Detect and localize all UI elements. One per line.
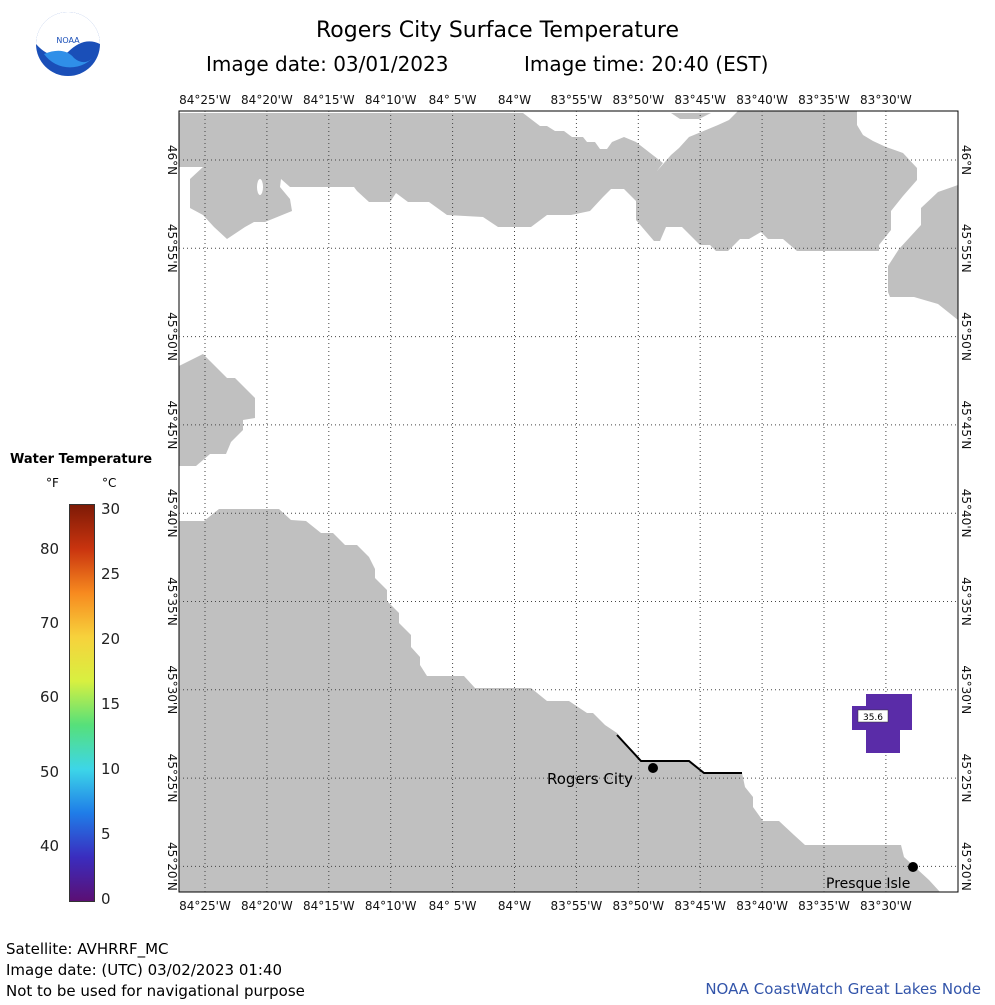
celsius-tick-label: 25 (101, 565, 121, 583)
rogers-city-marker (648, 763, 658, 773)
land-north-shore (179, 111, 917, 251)
latitude-labels-right: 46°N 45°55'N 45°50'N 45°45'N 45°40'N 45°35'N 4… (959, 145, 973, 891)
map-frame (178, 110, 959, 893)
latitude-label: 45°35'N (959, 577, 973, 626)
logo-text: NOAA (56, 36, 80, 45)
longitude-label: 83°55'W (551, 93, 603, 107)
latitude-label: 45°20'N (165, 842, 179, 891)
credit-link[interactable]: NOAA CoastWatch Great Lakes Node (705, 980, 981, 998)
latitude-label: 45°30'N (959, 665, 973, 714)
fahrenheit-tick-label: 50 (40, 762, 60, 781)
presque-isle-label: Presque Isle (826, 876, 910, 892)
land-small-island (671, 113, 711, 119)
longitude-label: 83°40'W (736, 93, 788, 107)
land-left-peninsula (179, 354, 255, 466)
longitude-label: 83°40'W (736, 899, 788, 913)
latitude-labels-left: 46°N 45°55'N 45°50'N 45°45'N 45°40'N 45°35'N 4… (165, 145, 179, 891)
image-time: Image time: 20:40 (EST) (524, 52, 769, 76)
fahrenheit-tick-label: 80 (40, 540, 60, 558)
longitude-label: 84°W (498, 93, 531, 107)
latitude-label: 45°55'N (165, 224, 179, 273)
longitude-label: 84° 5'W (429, 93, 477, 107)
latitude-label: 45°25'N (959, 754, 973, 803)
longitude-label: 83°35'W (798, 899, 850, 913)
longitude-label: 84°20'W (241, 899, 293, 913)
satellite-info: Satellite: AVHRRF_MC (6, 940, 169, 958)
land-right-shore (888, 185, 958, 320)
celsius-tick-label: 5 (101, 825, 111, 843)
longitude-label: 83°30'W (860, 93, 912, 107)
rogers-city-label: Rogers City (547, 770, 633, 788)
celsius-tick-label: 30 (101, 500, 121, 518)
longitude-label: 84°10'W (365, 93, 417, 107)
celsius-tick-label: 20 (101, 630, 121, 648)
presque-isle-marker (908, 862, 918, 872)
image-date: Image date: 03/01/2023 (206, 52, 449, 76)
longitude-label: 84° 5'W (429, 899, 477, 913)
fahrenheit-tick-label: 70 (40, 614, 60, 633)
longitude-label: 84°25'W (179, 93, 231, 107)
latitude-label: 45°55'N (959, 224, 973, 273)
utc-image-date: Image date: (UTC) 03/02/2023 01:40 (6, 961, 283, 979)
latitude-label: 45°50'N (165, 312, 179, 361)
longitude-label: 84°15'W (303, 93, 355, 107)
longitude-label: 83°45'W (674, 899, 726, 913)
celsius-tick-label: 15 (101, 695, 121, 713)
latitude-label: 45°40'N (959, 489, 973, 538)
noaa-logo-icon: NOAA (36, 12, 100, 76)
fahrenheit-tick-label: 40 (40, 836, 60, 855)
latitude-label: 45°20'N (959, 842, 973, 891)
longitude-label: 84°10'W (365, 899, 417, 913)
longitude-label: 83°50'W (612, 93, 664, 107)
longitude-label: 83°45'W (674, 93, 726, 107)
legend-title: Water Temperature (10, 452, 153, 467)
land-lower-peninsula (179, 509, 940, 892)
coastline-highlight (616, 734, 742, 774)
longitude-label: 83°50'W (612, 899, 664, 913)
temperature-colorbar (69, 504, 95, 902)
longitude-label: 83°35'W (798, 93, 850, 107)
longitude-label: 83°30'W (860, 899, 912, 913)
latitude-label: 45°45'N (959, 400, 973, 449)
celsius-tick-label: 0 (101, 890, 111, 908)
latitude-label: 45°30'N (165, 665, 179, 714)
latitude-label: 46°N (959, 145, 973, 175)
latitude-label: 45°50'N (959, 312, 973, 361)
latitude-label: 45°40'N (165, 489, 179, 538)
temperature-reading-cell (852, 694, 912, 753)
page-title: Rogers City Surface Temperature (315, 18, 680, 43)
longitude-labels-top: 84°25'W 84°20'W 84°15'W 84°10'W 84° 5'W 84°W 8… (179, 93, 912, 107)
latitude-label: 45°35'N (165, 577, 179, 626)
latitude-label: 45°45'N (165, 400, 179, 449)
legend-unit-f: °F (46, 476, 59, 490)
longitude-label: 83°55'W (551, 899, 603, 913)
lake-pond (257, 179, 263, 195)
latitude-label: 45°25'N (165, 754, 179, 803)
legend-unit-c: °C (102, 476, 117, 490)
fahrenheit-tick-label: 60 (40, 688, 60, 707)
celsius-tick-label: 10 (101, 760, 121, 778)
temperature-reading-label: 35.6 (863, 713, 883, 723)
longitude-label: 84°15'W (303, 899, 355, 913)
longitude-labels-bottom: 84°25'W 84°20'W 84°15'W 84°10'W 84° 5'W 84°W 8… (179, 899, 912, 913)
longitude-label: 84°20'W (241, 93, 293, 107)
temperature-reading-box (857, 709, 889, 723)
longitude-label: 84°25'W (179, 899, 231, 913)
latitude-label: 46°N (165, 145, 179, 175)
navigation-disclaimer: Not to be used for navigational purpose (6, 982, 305, 1000)
longitude-label: 84°W (498, 899, 531, 913)
